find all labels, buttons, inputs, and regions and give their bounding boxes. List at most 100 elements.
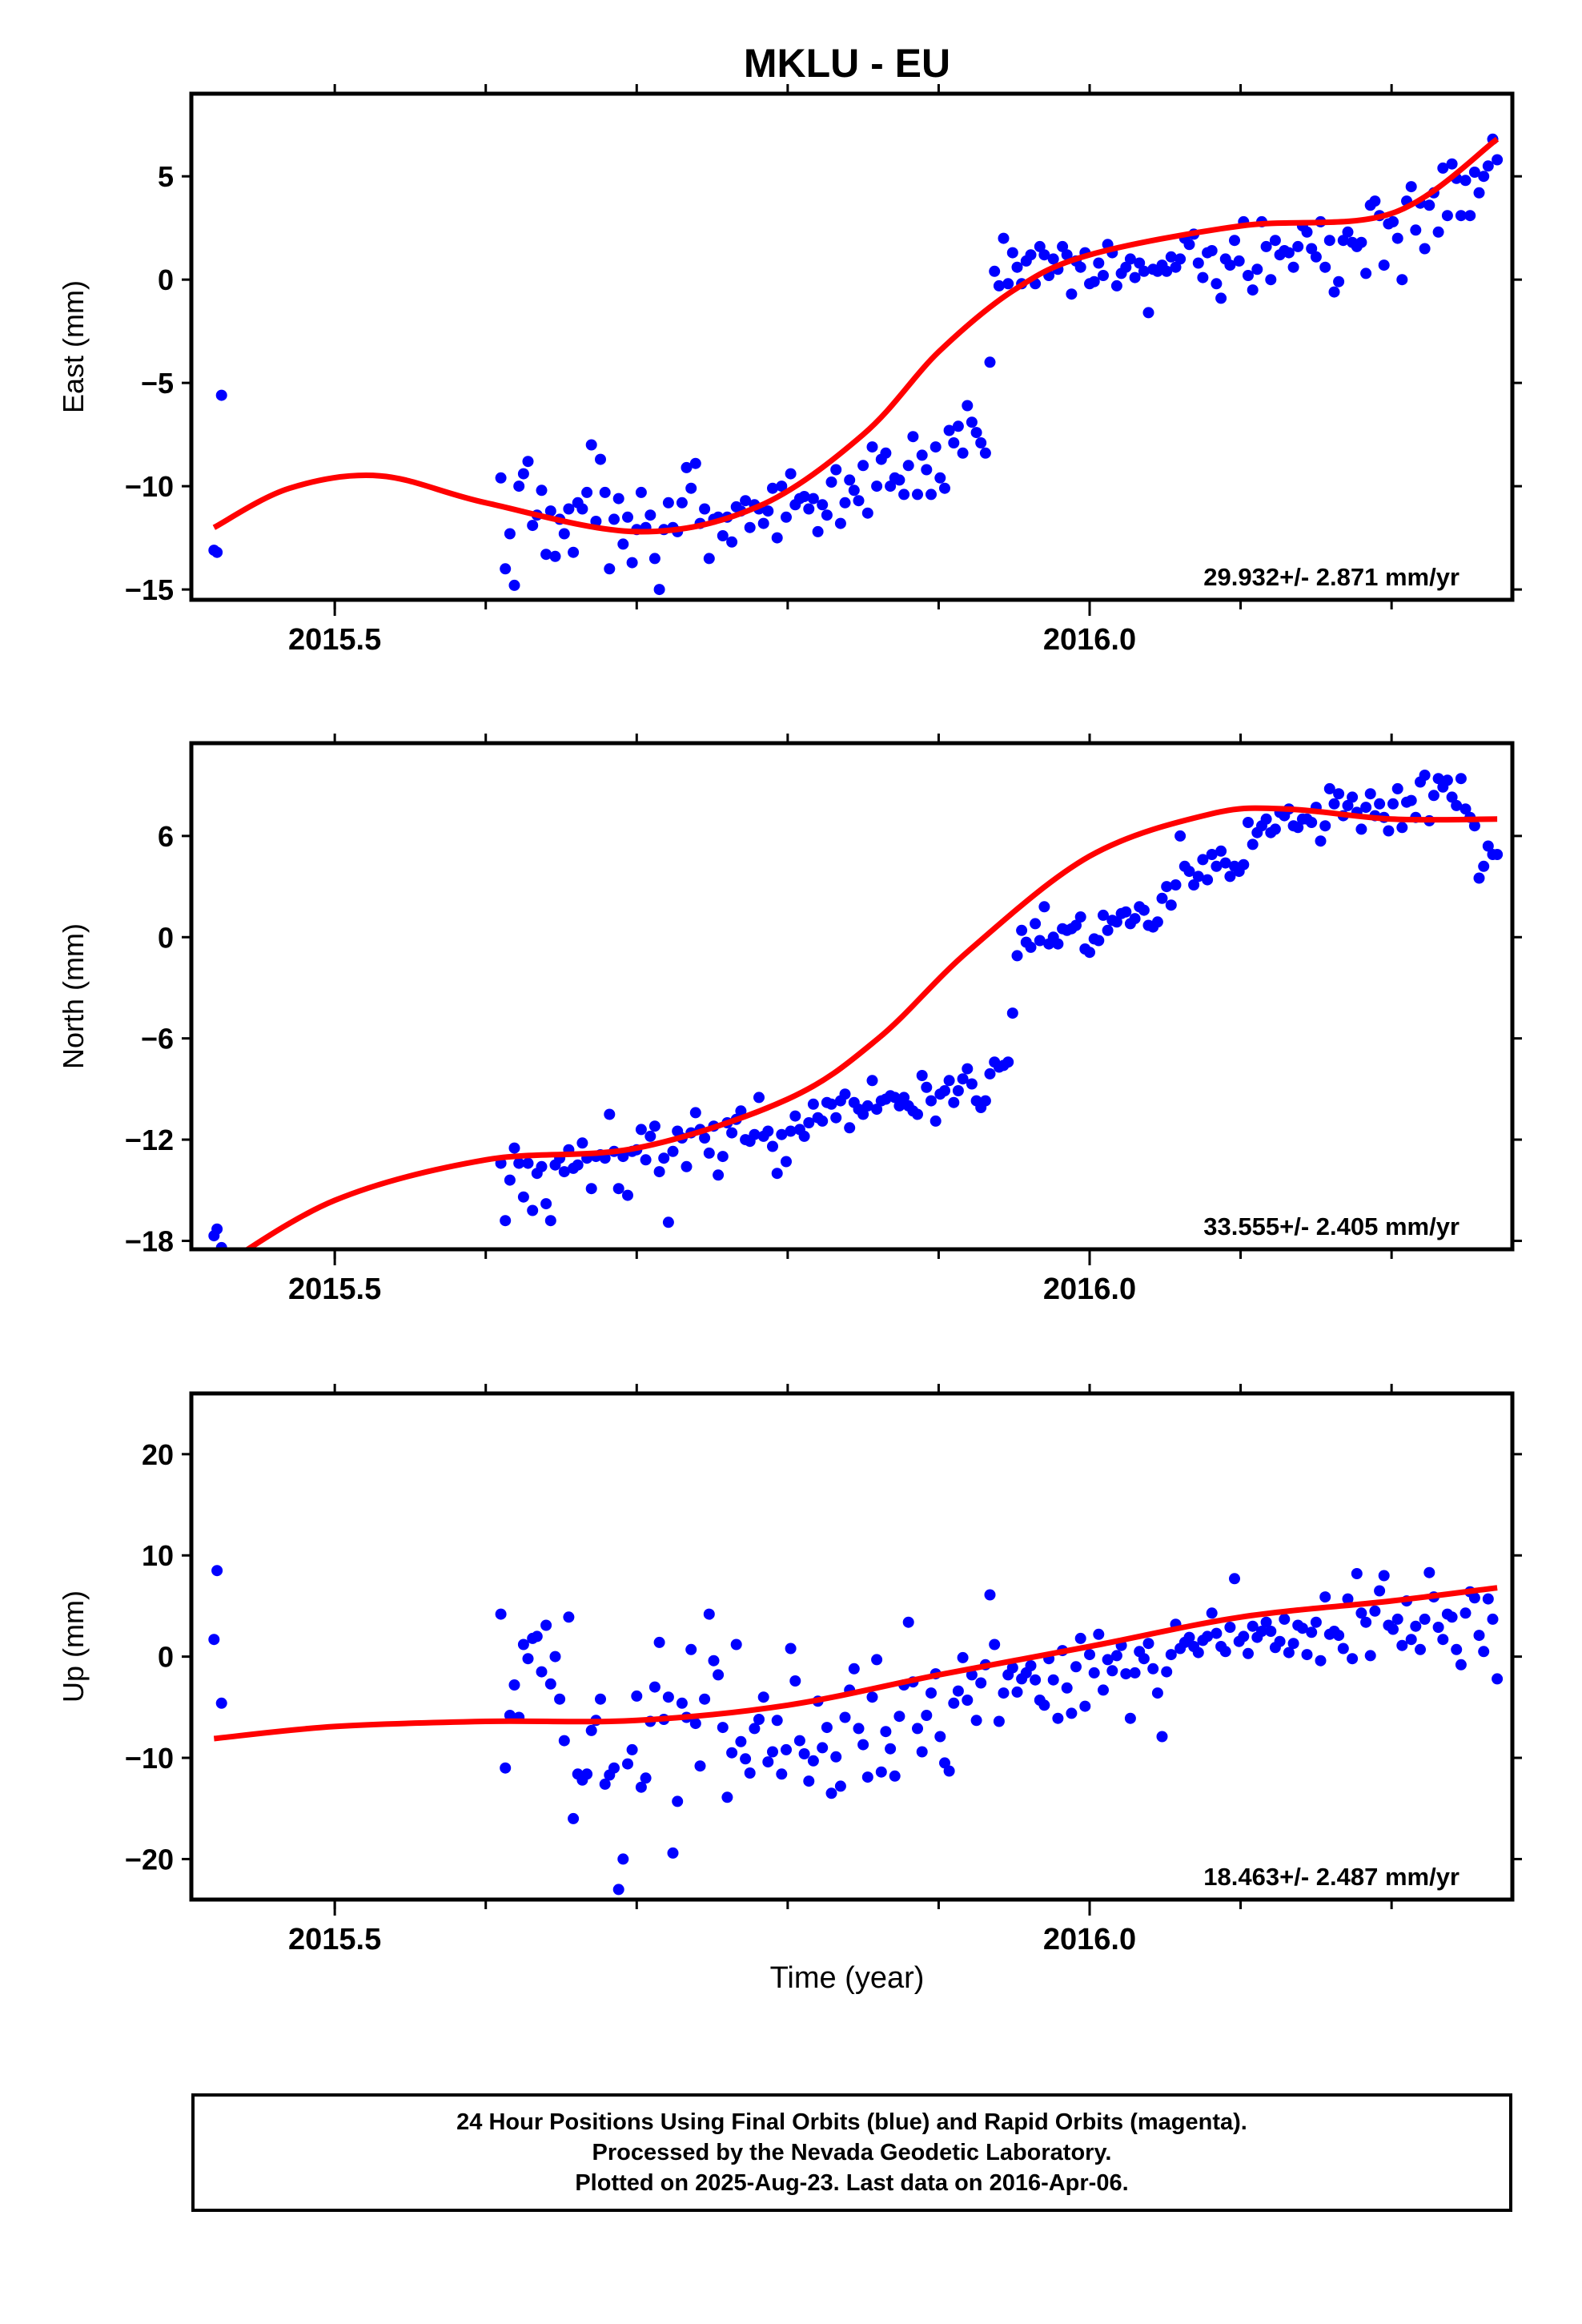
up-point (215, 1697, 227, 1709)
up-rate-label: 18.463+/- 2.487 mm/yr (1203, 1863, 1460, 1891)
north-point (1192, 870, 1204, 883)
up-point (1098, 1684, 1109, 1696)
east-point (1328, 286, 1340, 298)
up-point (735, 1735, 747, 1747)
east-point (839, 497, 851, 509)
east-point (676, 497, 688, 509)
up-point (1279, 1613, 1291, 1625)
east-point (939, 482, 950, 494)
north-point (916, 1070, 928, 1081)
north-point (798, 1130, 810, 1142)
up-point (785, 1642, 797, 1655)
up-point (803, 1775, 815, 1787)
up-point (708, 1655, 720, 1667)
north-point (576, 1137, 588, 1149)
north-point (781, 1156, 792, 1168)
up-point (640, 1772, 652, 1784)
east-point (504, 528, 516, 540)
up-point (1093, 1628, 1105, 1640)
up-point (1206, 1607, 1218, 1619)
up-point (1410, 1620, 1422, 1632)
east-point (825, 476, 837, 488)
up-y-tick-label: −20 (125, 1843, 174, 1876)
up-point (798, 1748, 810, 1759)
east-point (907, 431, 919, 443)
north-point (1460, 803, 1472, 815)
east-point (1391, 232, 1403, 244)
east-point (776, 480, 788, 493)
north-point (939, 1085, 950, 1096)
north-point (517, 1191, 529, 1203)
north-point (749, 1128, 761, 1140)
east-point (866, 441, 878, 453)
up-y-tick-label: 10 (142, 1539, 174, 1572)
north-point (1364, 788, 1376, 800)
east-rate-label: 29.932+/- 2.871 mm/yr (1203, 563, 1460, 591)
up-point (871, 1654, 883, 1666)
north-point (1387, 798, 1399, 810)
north-point (1383, 825, 1395, 837)
east-y-tick-label: −10 (125, 470, 174, 503)
east-point (581, 486, 593, 498)
east-point (500, 563, 512, 575)
east-point (1206, 245, 1218, 256)
up-point (517, 1638, 529, 1651)
east-point (807, 493, 819, 505)
north-point (211, 1223, 223, 1235)
north-point (1030, 918, 1042, 930)
up-point (558, 1735, 570, 1747)
up-point (740, 1753, 752, 1765)
east-point (1319, 261, 1331, 273)
north-y-axis-label: North (mm) (57, 923, 90, 1069)
up-point (653, 1636, 665, 1648)
up-point (834, 1780, 846, 1792)
east-point (1419, 243, 1431, 255)
north-point (1202, 874, 1214, 886)
east-point (926, 489, 937, 501)
up-point (544, 1678, 556, 1690)
up-point (1256, 1626, 1267, 1637)
east-point (1124, 253, 1136, 265)
east-point (626, 557, 638, 569)
up-point (599, 1778, 611, 1790)
east-point (1098, 270, 1109, 281)
east-point (662, 497, 674, 509)
up-point (957, 1651, 969, 1663)
north-point (785, 1125, 797, 1137)
east-y-tick-label: 0 (158, 263, 174, 296)
up-point (1351, 1568, 1363, 1579)
up-point (789, 1675, 801, 1687)
east-point (635, 486, 647, 498)
north-point (1002, 1056, 1014, 1068)
east-point (590, 516, 602, 527)
up-points (208, 1565, 1504, 1896)
east-point (998, 232, 1010, 244)
up-point (1025, 1660, 1037, 1671)
up-y-tick-label: −10 (125, 1742, 174, 1775)
up-point (1387, 1623, 1399, 1635)
east-point (215, 389, 227, 401)
north-point (1206, 849, 1218, 860)
east-point (898, 489, 910, 501)
up-point (689, 1718, 701, 1730)
east-point (1057, 240, 1069, 252)
north-point (558, 1166, 570, 1178)
east-point (1002, 278, 1014, 290)
up-point (753, 1714, 765, 1725)
east-point (821, 509, 833, 521)
east-point (1323, 235, 1335, 247)
north-point (1006, 1007, 1018, 1019)
east-point (1460, 175, 1472, 187)
up-point (1315, 1655, 1327, 1667)
east-point (540, 549, 552, 561)
up-point (1451, 1643, 1463, 1655)
footer-line-3: Plotted on 2025-Aug-23. Last data on 201… (575, 2170, 1129, 2196)
north-point (699, 1132, 711, 1144)
up-point (825, 1787, 837, 1799)
up-point (1183, 1631, 1195, 1643)
east-point (830, 464, 842, 476)
east-point (812, 525, 824, 537)
up-point (1129, 1667, 1141, 1679)
north-point (644, 1130, 656, 1142)
east-point (703, 553, 715, 565)
